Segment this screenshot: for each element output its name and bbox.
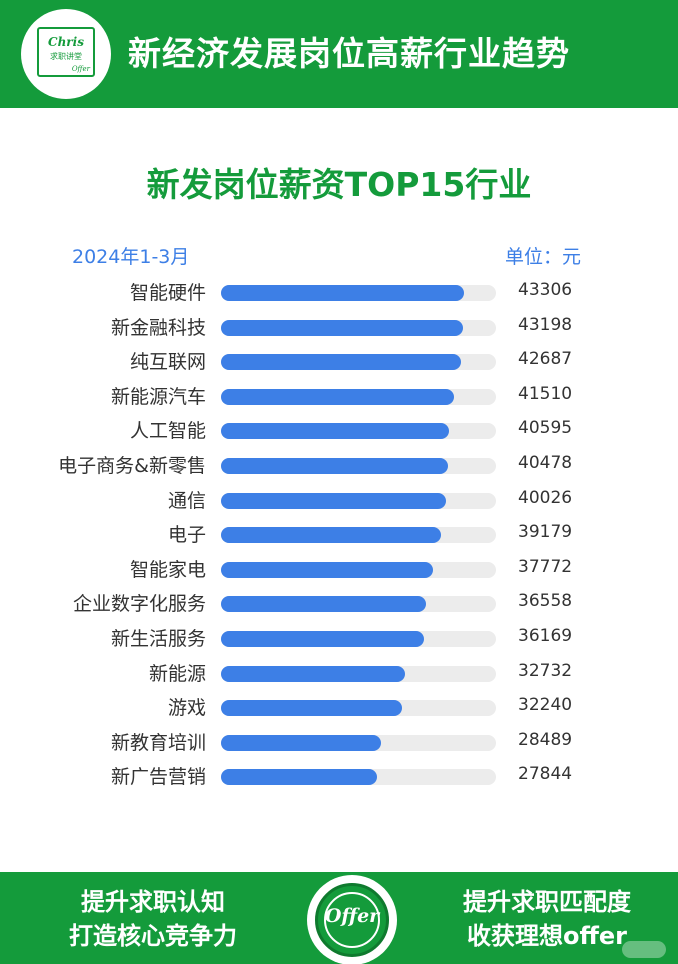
bar-row: 游戏 32240 (0, 690, 678, 724)
brand-logo: Chris 求职讲堂 Offer (21, 9, 111, 99)
bar-value-label: 40595 (518, 418, 573, 439)
bar-track (221, 665, 496, 682)
bar-category-label: 新广告营销 (110, 766, 206, 789)
header-banner: Chris 求职讲堂 Offer 新经济发展岗位高薪行业趋势 (0, 0, 678, 108)
bar-fill (221, 354, 461, 371)
bar-value-label: 40478 (518, 453, 573, 473)
offer-badge-inner: Offer (315, 883, 389, 957)
bar-track (221, 527, 496, 544)
bar-row: 新广告营销 27844 (0, 759, 678, 793)
bar-fill (221, 769, 378, 786)
bar-value-label: 40026 (518, 487, 573, 508)
bar-value-label: 43198 (518, 314, 573, 335)
logo-tag: Offer (71, 65, 90, 73)
logo-subtext: 求职讲堂 (50, 52, 82, 61)
offer-badge-text: Offer (324, 905, 380, 927)
bar-value-label: 41510 (518, 383, 573, 404)
bar-category-label: 游戏 (167, 697, 206, 720)
bar-track (221, 458, 496, 474)
bar-category-label: 人工智能 (129, 420, 206, 443)
bar-fill (221, 388, 454, 405)
bar-fill (221, 665, 405, 682)
bar-row: 电子商务&新零售 40478 (0, 448, 678, 482)
bar-row: 新能源 32732 (0, 656, 678, 690)
footer-right-line1: 提升求职匹配度 (463, 888, 631, 916)
bar-category-label: 纯互联网 (129, 351, 206, 374)
bar-fill (221, 631, 424, 647)
bar-track (221, 285, 496, 301)
bar-value-label: 28489 (518, 729, 573, 750)
bar-track (221, 700, 496, 717)
bar-track (221, 354, 496, 371)
bar-fill (221, 596, 427, 613)
bar-value-label: 36169 (518, 626, 573, 646)
bar-fill (221, 700, 402, 717)
bar-category-label: 新教育培训 (110, 731, 206, 754)
bar-category-label: 新金融科技 (110, 316, 206, 339)
bar-category-label: 智能硬件 (129, 282, 206, 304)
bar-row: 电子 39179 (0, 517, 678, 551)
bar-fill (221, 458, 449, 474)
bar-category-label: 通信 (167, 489, 206, 512)
bar-value-label: 42687 (518, 349, 573, 370)
bar-category-label: 新生活服务 (110, 628, 206, 650)
bar-value-label: 32732 (518, 660, 573, 681)
bar-value-label: 43306 (518, 280, 573, 300)
bar-track (221, 734, 496, 751)
footer-right-slogan: 提升求职匹配度 收获理想offer (432, 885, 662, 953)
bar-fill (221, 492, 446, 509)
bar-track (221, 492, 496, 509)
bar-row: 新能源汽车 41510 (0, 379, 678, 413)
bar-category-label: 企业数字化服务 (72, 593, 206, 616)
bar-row: 新教育培训 28489 (0, 725, 678, 759)
logo-text: Chris (48, 35, 84, 49)
bar-category-label: 电子 (167, 524, 206, 547)
bar-value-label: 39179 (518, 522, 573, 543)
bar-row: 智能硬件 43306 (0, 275, 678, 309)
bar-track (221, 319, 496, 336)
bar-track (221, 423, 496, 440)
bar-track (221, 769, 496, 786)
bar-row: 人工智能 40595 (0, 413, 678, 447)
bar-track (221, 596, 496, 613)
bar-track (221, 561, 496, 578)
bar-fill (221, 423, 449, 440)
chart-title: 新发岗位薪资TOP15行业 (146, 165, 532, 204)
bar-row: 智能家电 37772 (0, 552, 678, 586)
chart-unit: 单位：元 (505, 246, 582, 268)
bar-value-label: 27844 (518, 764, 573, 785)
bar-category-label: 新能源汽车 (110, 385, 206, 408)
bar-fill (221, 285, 465, 301)
bar-fill (221, 527, 441, 544)
bar-row: 通信 40026 (0, 483, 678, 517)
bar-value-label: 32240 (518, 695, 573, 716)
bar-value-label: 37772 (518, 556, 573, 577)
bar-category-label: 新能源 (148, 662, 206, 685)
chart-period: 2024年1-3月 (72, 246, 190, 268)
footer-left-line1: 提升求职认知 (81, 888, 225, 916)
footer-left-line2: 打造核心竞争力 (69, 922, 237, 950)
bar-track (221, 388, 496, 405)
offer-badge-ring (324, 892, 380, 948)
bar-row: 纯互联网 42687 (0, 344, 678, 378)
bar-row: 新生活服务 36169 (0, 621, 678, 655)
bar-value-label: 36558 (518, 591, 573, 612)
bar-category-label: 电子商务&新零售 (58, 455, 206, 477)
bar-fill (221, 561, 433, 578)
footer-banner: 提升求职认知 打造核心竞争力 Offer 提升求职匹配度 收获理想offer (0, 872, 678, 964)
bar-track (221, 631, 496, 647)
logo-frame: Chris 求职讲堂 Offer (37, 27, 95, 77)
watermark-badge (622, 941, 666, 958)
bar-category-label: 智能家电 (129, 558, 206, 581)
footer-right-line2: 收获理想offer (466, 922, 628, 950)
offer-badge: Offer (307, 875, 397, 964)
footer-left-slogan: 提升求职认知 打造核心竞争力 (38, 885, 268, 953)
bar-row: 企业数字化服务 36558 (0, 586, 678, 620)
bar-row: 新金融科技 43198 (0, 310, 678, 344)
bar-fill (221, 734, 381, 751)
bar-fill (221, 319, 464, 336)
page-title: 新经济发展岗位高薪行业趋势 (128, 34, 570, 73)
